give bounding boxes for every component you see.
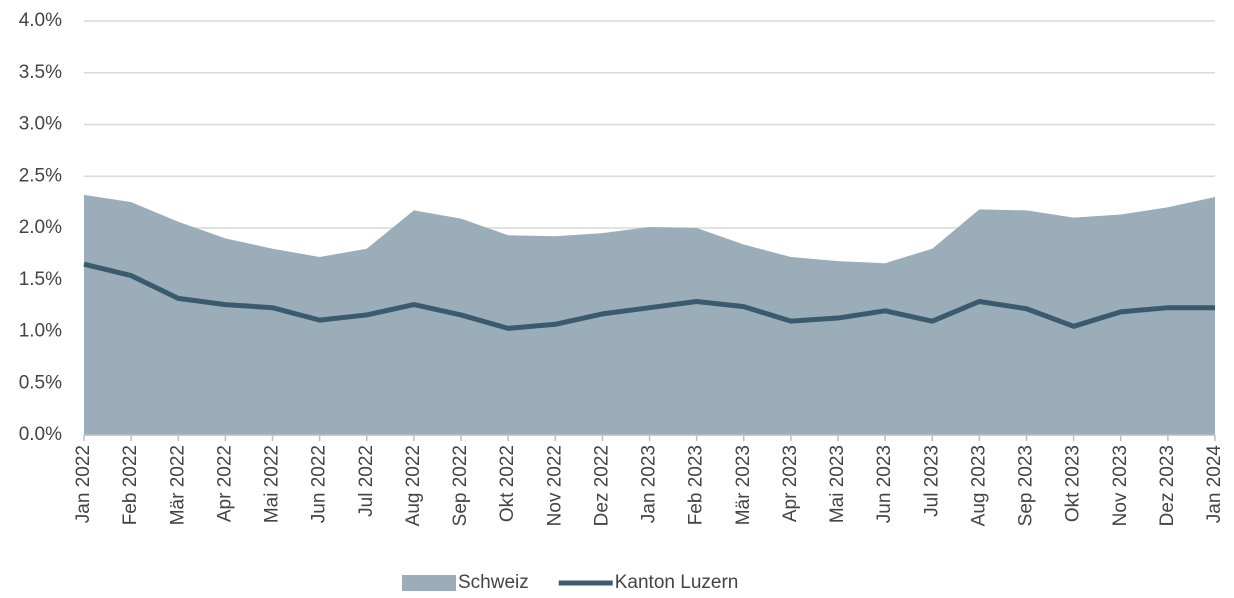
y-tick-label: 2.5% — [19, 165, 62, 186]
x-tick-label: Sep 2022 — [450, 445, 471, 526]
y-tick-label: 3.5% — [19, 62, 62, 83]
x-tick-label: Okt 2022 — [497, 445, 518, 522]
y-tick-label: 0.5% — [19, 372, 62, 393]
x-tick-label: Jun 2023 — [874, 445, 895, 523]
y-tick-label: 2.0% — [19, 217, 62, 238]
line — [83, 261, 1215, 331]
x-tick-label: Jul 2023 — [921, 445, 942, 517]
x-tick-label: Jan 2022 — [73, 445, 94, 523]
x-tick-label: Mär 2022 — [167, 445, 188, 525]
x-tick-label: Feb 2023 — [686, 445, 707, 525]
x-tick-label: Aug 2023 — [968, 445, 989, 526]
y-tick-label: 4.0% — [19, 10, 62, 31]
legend-label: Schweiz — [458, 572, 529, 593]
x-tick-label: Mai 2023 — [827, 445, 848, 523]
x-tick-label: Jan 2024 — [1204, 445, 1225, 524]
y-tick-label: 0.0% — [19, 424, 62, 445]
x-tick-label: Sep 2023 — [1016, 445, 1037, 526]
x-tick-label: Feb 2022 — [120, 445, 141, 525]
area — [84, 194, 1215, 435]
legend-label: Kanton Luzern — [615, 572, 739, 593]
y-tick-label: 3.0% — [19, 114, 62, 135]
x-tick-label: Jan 2023 — [639, 445, 660, 523]
x-tick-label: Apr 2023 — [780, 445, 801, 522]
x-tick-label: Okt 2023 — [1063, 445, 1084, 522]
x-tick-label: Mär 2023 — [733, 445, 754, 525]
x-tick-label: Jun 2022 — [309, 445, 330, 523]
x-tick-label: Aug 2022 — [403, 445, 424, 526]
x-tick-label: Jul 2022 — [356, 445, 377, 517]
x-tick-label: Apr 2022 — [214, 445, 235, 522]
x-tick-label: Nov 2023 — [1110, 445, 1131, 526]
x-tick-label: Dez 2023 — [1157, 445, 1178, 526]
x-tick-label: Nov 2022 — [544, 445, 565, 526]
x-tick-label: Mai 2022 — [262, 445, 283, 523]
y-tick-label: 1.0% — [19, 321, 62, 342]
legend-swatch — [402, 575, 456, 591]
y-tick-label: 1.5% — [19, 269, 62, 290]
x-tick-label: Dez 2022 — [591, 445, 612, 526]
